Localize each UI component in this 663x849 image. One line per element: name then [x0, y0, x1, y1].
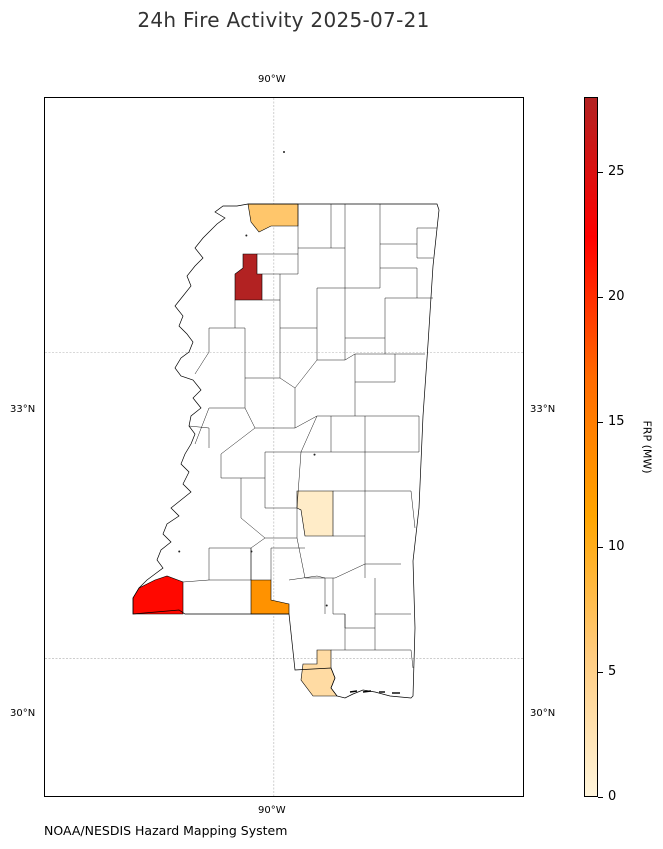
county-boundary [410, 649, 414, 669]
county-boundary [294, 382, 356, 429]
barrier-islands [349, 690, 400, 694]
county-boundary [194, 407, 210, 445]
colorbar-tick-label: 10 [608, 539, 625, 554]
fire-county-scott[interactable] [296, 490, 334, 537]
county-boundary [241, 451, 302, 509]
county-boundaries [182, 204, 437, 669]
county-boundary [365, 415, 420, 452]
colorbar-label: FRP (MW) [640, 420, 654, 474]
county-boundary [344, 244, 381, 289]
lat-tick-right-33: 33°N [530, 404, 556, 415]
county-boundary [220, 427, 256, 479]
county-boundary [288, 575, 326, 581]
colorbar-tick-label: 0 [608, 789, 617, 804]
colorbar-tick-label: 5 [608, 664, 617, 679]
county-boundary [331, 451, 366, 492]
county-boundary [354, 354, 396, 383]
lon-tick-bottom: 90°W [258, 805, 286, 816]
county-boundary [331, 614, 346, 651]
lat-tick-left-33: 33°N [10, 404, 36, 415]
map-title: 24h Fire Activity 2025-07-21 [137, 8, 430, 32]
county-boundary [316, 328, 346, 361]
colorbar-tick-mark [598, 672, 603, 673]
fire-point-desoto [283, 151, 285, 154]
lat-tick-left-30: 30°N [10, 708, 36, 719]
colorbar-tick-mark [598, 547, 603, 548]
county-boundary [262, 288, 318, 329]
county-boundary [244, 388, 296, 429]
colorbar-tick-mark [598, 172, 603, 173]
county-boundary [188, 425, 210, 448]
county-boundary [262, 248, 299, 275]
county-boundary [364, 536, 401, 565]
county-boundary [297, 204, 346, 249]
fire-county-pike[interactable] [250, 579, 290, 615]
fire-county-fills [132, 203, 338, 697]
county-boundary [365, 490, 416, 529]
map-area[interactable] [44, 97, 524, 797]
county-boundary [194, 351, 210, 375]
fire-point-wilkinson [178, 550, 181, 553]
county-boundary [332, 578, 411, 629]
county-boundary [384, 338, 425, 355]
county-boundary [380, 267, 433, 299]
county-boundary [380, 227, 437, 245]
county-boundary [182, 579, 210, 583]
fire-point-scott [313, 453, 316, 456]
colorbar [584, 97, 598, 797]
lat-tick-right-30: 30°N [530, 708, 556, 719]
county-boundary [209, 378, 246, 409]
county-boundary [344, 288, 417, 339]
county-boundary [208, 300, 236, 352]
county-boundary [317, 563, 366, 579]
county-boundary [209, 537, 266, 549]
colorbar-tick-label: 20 [608, 289, 625, 304]
state-outline-mississippi [132, 203, 440, 699]
colorbar-tick-mark [598, 297, 603, 298]
county-boundary [264, 451, 301, 478]
data-source-credit: NOAA/NESDIS Hazard Mapping System [44, 823, 288, 838]
county-boundary [333, 491, 366, 537]
colorbar-tick-mark [598, 797, 603, 798]
gridlines [45, 98, 523, 796]
fire-county-bolivar[interactable] [234, 253, 263, 301]
county-boundary [208, 548, 252, 581]
county-boundary [300, 415, 332, 453]
fire-point-bolivar [245, 234, 248, 237]
fire-detection-points [178, 151, 328, 607]
county-boundary [344, 353, 385, 361]
colorbar-tick-label: 25 [608, 164, 625, 179]
fire-point-pike [250, 550, 253, 553]
colorbar-tick-label: 15 [608, 414, 625, 429]
county-boundary [416, 244, 433, 259]
colorbar-tick-mark [598, 422, 603, 423]
fire-county-wilkinson[interactable] [132, 575, 184, 615]
map-svg [45, 98, 523, 796]
county-boundary [279, 359, 318, 389]
fire-point-jackson [325, 604, 328, 607]
lon-tick-top: 90°W [258, 74, 286, 85]
fire-county-desoto[interactable] [247, 203, 299, 233]
county-boundary [355, 415, 366, 452]
county-boundary [296, 537, 317, 579]
